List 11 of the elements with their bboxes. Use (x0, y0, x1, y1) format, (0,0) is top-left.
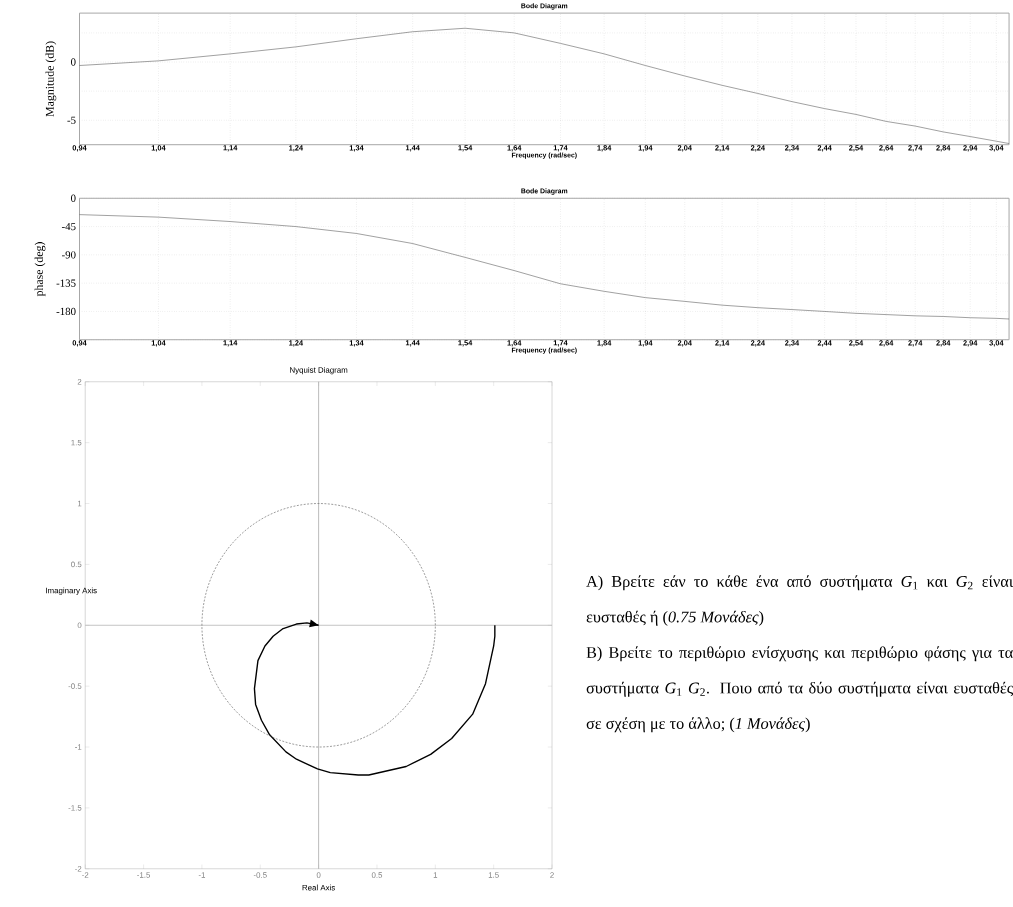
text: Α) Βρείτε εάν το κάθε ένα από συστήματα G$_{1}$ και G$_{2}$ είναι ευσταθές ή (0.75 Μονάδες) (586, 575, 1013, 626)
y-axis-title: phase (deg) (34, 242, 46, 297)
y-tick-label: -135 (56, 279, 76, 288)
y-tick-label: -90 (61, 251, 76, 259)
y-tick-label: 0 (71, 58, 76, 66)
y-tick-label: -45 (61, 223, 76, 231)
y-tick-label: -180 (56, 308, 76, 316)
y-tick-label: 0 (71, 194, 76, 203)
text: Β) Βρείτε το περιθώριο ενίσχυσης και περιθώριο φάσης για τα συστήματα G$_{1}$ G$_{2}$. Ποιο από τα δύο συστήματα είναι ευσταθές σε σχέση με το άλλο; (1 Μονάδες) (586, 646, 1013, 733)
y-axis-title: Magnitude (dB) (45, 41, 57, 117)
y-tick-label: -5 (67, 116, 76, 125)
